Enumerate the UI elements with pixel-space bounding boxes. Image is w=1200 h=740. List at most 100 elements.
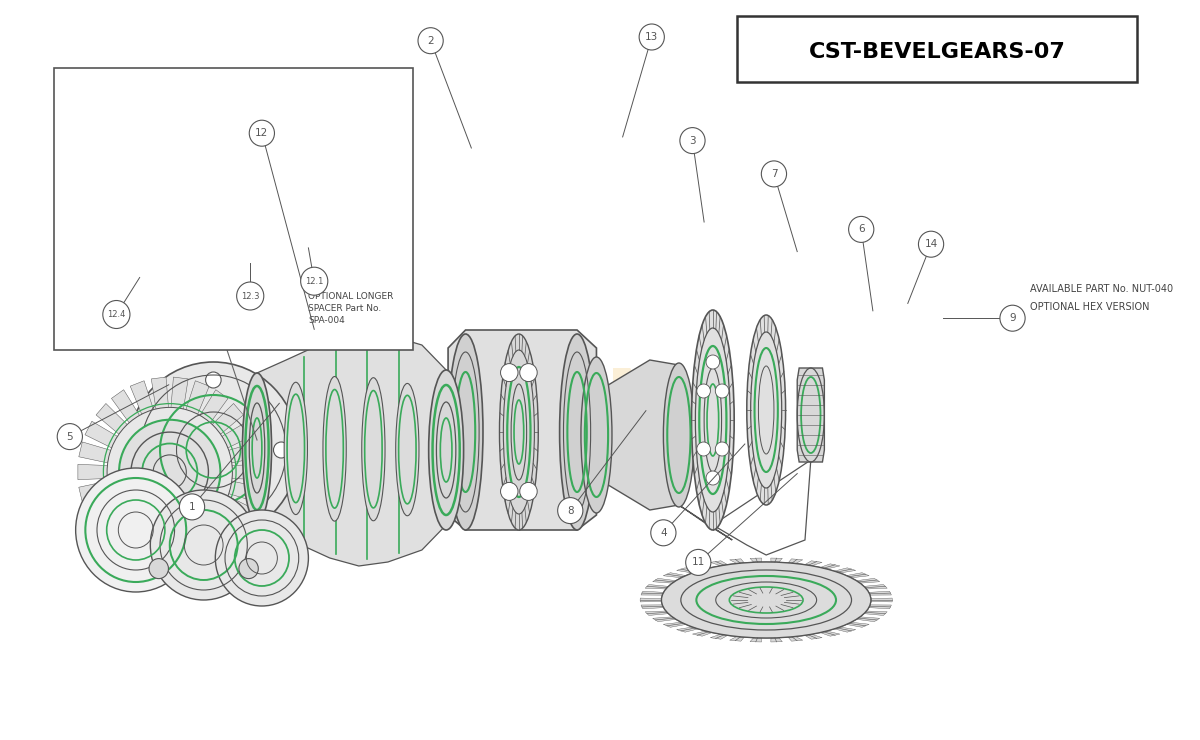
Text: 7: 7 — [770, 169, 778, 179]
Ellipse shape — [697, 384, 710, 398]
Ellipse shape — [661, 562, 871, 638]
Ellipse shape — [706, 471, 720, 485]
Text: 12.4: 12.4 — [107, 310, 126, 319]
Text: CST-BEVELGEARS-07: CST-BEVELGEARS-07 — [809, 42, 1066, 62]
Polygon shape — [750, 558, 762, 562]
Ellipse shape — [242, 373, 271, 523]
Text: AVAILABLE PART No. NUT-040: AVAILABLE PART No. NUT-040 — [1030, 283, 1174, 294]
Polygon shape — [653, 579, 676, 583]
Ellipse shape — [746, 315, 786, 505]
Polygon shape — [821, 631, 840, 636]
Polygon shape — [677, 568, 698, 573]
Polygon shape — [151, 377, 168, 409]
Polygon shape — [229, 481, 260, 502]
Circle shape — [848, 216, 874, 243]
Polygon shape — [788, 559, 803, 564]
Circle shape — [418, 27, 443, 54]
Ellipse shape — [715, 384, 728, 398]
FancyBboxPatch shape — [737, 16, 1136, 82]
Polygon shape — [186, 530, 209, 563]
Polygon shape — [85, 496, 118, 522]
Text: 1: 1 — [188, 502, 196, 512]
Polygon shape — [677, 627, 698, 632]
Circle shape — [58, 423, 83, 450]
Polygon shape — [857, 579, 880, 583]
Circle shape — [236, 282, 264, 310]
Polygon shape — [821, 564, 840, 569]
Text: 3: 3 — [689, 135, 696, 146]
Polygon shape — [229, 442, 260, 463]
Circle shape — [761, 161, 786, 187]
Ellipse shape — [76, 468, 196, 592]
Polygon shape — [692, 564, 712, 569]
Polygon shape — [170, 377, 188, 409]
Ellipse shape — [274, 442, 289, 458]
Ellipse shape — [664, 363, 695, 507]
Circle shape — [301, 267, 328, 295]
Polygon shape — [710, 561, 727, 566]
Polygon shape — [641, 591, 664, 595]
Ellipse shape — [284, 383, 307, 514]
Text: OPTIONAL LONGER
SPACER Part No.
SPA-004: OPTIONAL LONGER SPACER Part No. SPA-004 — [308, 292, 394, 325]
Polygon shape — [212, 510, 244, 540]
Ellipse shape — [520, 363, 538, 382]
Ellipse shape — [691, 310, 734, 530]
Circle shape — [103, 300, 130, 329]
Polygon shape — [797, 368, 824, 462]
Polygon shape — [212, 403, 244, 434]
Polygon shape — [79, 442, 110, 463]
Polygon shape — [222, 496, 254, 522]
Polygon shape — [864, 611, 887, 616]
Polygon shape — [805, 634, 822, 639]
Ellipse shape — [149, 559, 168, 579]
Polygon shape — [664, 573, 686, 578]
Polygon shape — [805, 561, 822, 566]
Polygon shape — [710, 634, 727, 639]
Polygon shape — [770, 558, 782, 562]
Polygon shape — [846, 622, 869, 628]
Polygon shape — [640, 598, 661, 602]
Polygon shape — [730, 636, 744, 641]
Text: 12.3: 12.3 — [241, 292, 259, 300]
Ellipse shape — [396, 383, 419, 516]
Ellipse shape — [500, 482, 518, 500]
FancyBboxPatch shape — [54, 68, 413, 350]
Ellipse shape — [520, 482, 538, 500]
Polygon shape — [869, 605, 892, 609]
Ellipse shape — [138, 442, 154, 458]
Polygon shape — [857, 617, 880, 622]
Polygon shape — [788, 636, 803, 641]
Text: 11: 11 — [691, 557, 704, 568]
Polygon shape — [834, 627, 856, 632]
Polygon shape — [646, 611, 668, 616]
Text: 12: 12 — [256, 128, 269, 138]
Polygon shape — [170, 535, 188, 567]
Circle shape — [685, 549, 710, 576]
Polygon shape — [85, 421, 118, 448]
Polygon shape — [730, 559, 744, 564]
Ellipse shape — [500, 363, 518, 382]
Polygon shape — [78, 465, 107, 480]
Polygon shape — [151, 535, 168, 567]
Circle shape — [180, 494, 205, 520]
Text: 5: 5 — [66, 431, 73, 442]
Polygon shape — [232, 465, 262, 480]
Polygon shape — [131, 381, 154, 414]
Ellipse shape — [215, 510, 308, 606]
Ellipse shape — [428, 370, 463, 530]
Ellipse shape — [323, 377, 347, 521]
Polygon shape — [592, 360, 679, 510]
Ellipse shape — [661, 562, 871, 638]
Polygon shape — [750, 638, 762, 642]
Ellipse shape — [448, 334, 482, 530]
Polygon shape — [653, 617, 676, 622]
Circle shape — [650, 519, 676, 546]
Ellipse shape — [715, 442, 728, 456]
Polygon shape — [692, 631, 712, 636]
Polygon shape — [112, 521, 139, 554]
Circle shape — [1000, 305, 1025, 332]
Ellipse shape — [205, 512, 221, 528]
Polygon shape — [864, 585, 887, 589]
Text: PREMIUM: PREMIUM — [292, 366, 678, 434]
Polygon shape — [200, 521, 228, 554]
